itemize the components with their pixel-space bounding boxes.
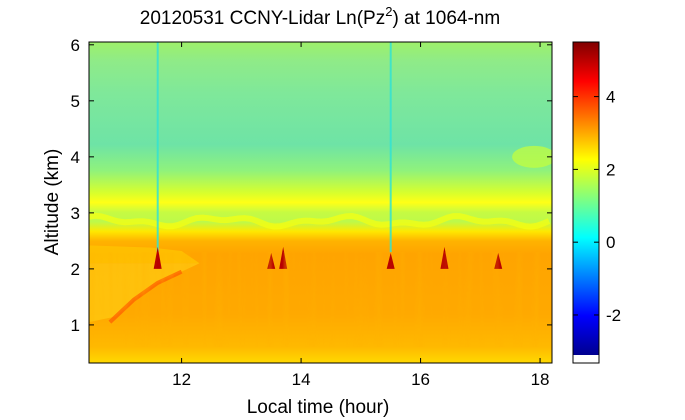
colorbar-bottom-gap	[573, 355, 599, 363]
axes-frame	[88, 41, 553, 364]
colorbar-frame	[572, 41, 600, 364]
x-tick-label: 16	[411, 370, 430, 389]
chart-title: 20120531 CCNY-Lidar Ln(Pz2) at 1064-nm	[140, 4, 500, 29]
title-superscript: 2	[385, 4, 392, 19]
x-tick-label: 14	[292, 370, 311, 389]
x-tick-label: 18	[531, 370, 550, 389]
residual-layer-band	[89, 212, 551, 230]
x-axis-label: Local time (hour)	[247, 397, 390, 418]
y-tick-label: 5	[71, 92, 80, 111]
y-tick-label: 6	[71, 36, 80, 55]
y-tick-label: 4	[71, 148, 80, 167]
convective-streaks	[89, 252, 552, 347]
aerosol-patch	[512, 145, 552, 168]
colorbar-tick-label: 0	[606, 233, 615, 252]
colorbar: -2 0 2 4	[572, 41, 621, 364]
colorbar-tick-label: 4	[606, 88, 615, 107]
y-tick-label: 3	[71, 204, 80, 223]
title-date: 20120531	[140, 8, 225, 29]
plot-area	[89, 42, 552, 363]
x-tick-label: 12	[172, 370, 191, 389]
colorbar-tick-label: 2	[606, 160, 615, 179]
y-tick-label: 1	[71, 316, 80, 335]
colorbar-tick-label: -2	[606, 306, 621, 325]
y-tick-label: 2	[71, 260, 80, 279]
colorbar-gradient	[573, 42, 599, 355]
title-main: CCNY-Lidar Ln(Pz	[230, 8, 386, 29]
y-axis-label: Altitude (km)	[42, 149, 63, 256]
title-suffix: ) at 1064-nm	[392, 8, 500, 29]
